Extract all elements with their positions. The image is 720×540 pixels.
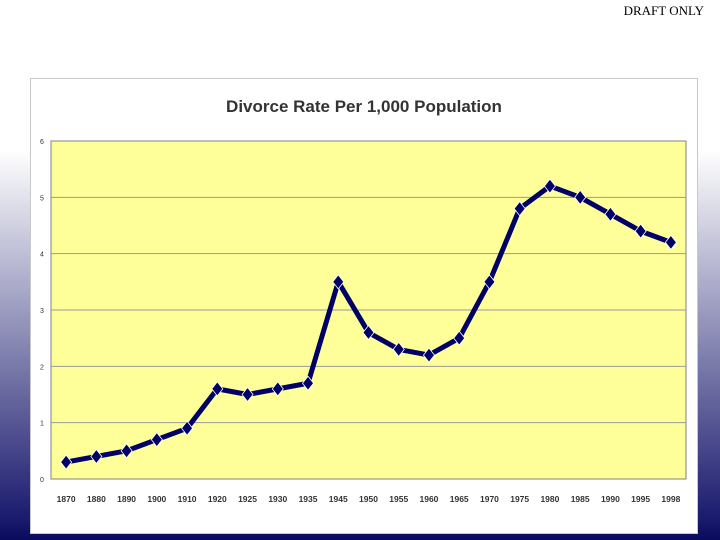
data-point-marker	[422, 347, 435, 363]
y-tick-label: 3	[40, 308, 44, 315]
data-point-marker	[362, 324, 375, 341]
x-tick-label: 1975	[510, 494, 529, 504]
line-chart: Divorce Rate Per 1,000 Population 0 1 2 3 4 5…	[40, 97, 687, 504]
chart-title: Divorce Rate Per 1,000 Population	[226, 97, 502, 116]
data-point-marker	[392, 341, 405, 358]
data-point-marker	[211, 381, 224, 397]
x-tick-label: 1970	[480, 494, 499, 504]
data-point-marker	[90, 448, 103, 465]
x-tick-label: 1910	[178, 494, 197, 504]
x-tick-label: 1920	[208, 494, 227, 504]
data-point-marker	[150, 431, 163, 448]
x-tick-label: 1880	[87, 494, 106, 504]
x-tick-label: 1965	[450, 494, 469, 504]
x-tick-label: 1945	[329, 494, 348, 504]
draft-watermark: DRAFT ONLY	[623, 3, 704, 18]
y-tick-label: 5	[40, 195, 44, 202]
chart-panel: Divorce Rate Per 1,000 Population 0 1 2 3 4 5…	[30, 78, 698, 534]
data-point-marker	[271, 381, 284, 397]
y-tick-label: 4	[40, 252, 44, 259]
y-tick-label: 6	[40, 139, 44, 146]
y-tick-label: 2	[40, 364, 44, 371]
x-tick-label: 1995	[631, 494, 650, 504]
x-tick-label: 1870	[57, 494, 76, 504]
x-tick-label: 1998	[661, 494, 680, 504]
x-tick-label: 1955	[389, 494, 408, 504]
data-point-marker	[302, 375, 315, 391]
x-tick-label: 1900	[147, 494, 166, 504]
x-tick-label: 1935	[299, 494, 318, 504]
x-tick-label: 1930	[268, 494, 287, 504]
y-tick-label: 1	[40, 421, 44, 428]
x-tick-label: 1985	[571, 494, 590, 504]
data-point-marker	[332, 274, 345, 290]
x-tick-label: 1980	[540, 494, 559, 504]
data-point-marker	[543, 178, 556, 194]
data-point-marker	[513, 200, 526, 217]
x-tick-label: 1925	[238, 494, 257, 504]
data-point-marker	[453, 330, 466, 346]
data-point-marker	[60, 454, 73, 470]
data-point-marker	[483, 274, 496, 290]
data-point-marker	[120, 443, 133, 459]
x-tick-label: 1950	[359, 494, 378, 504]
data-point-marker	[241, 386, 254, 403]
x-tick-label: 1960	[420, 494, 439, 504]
data-point-marker	[604, 206, 617, 222]
x-tick-label: 1990	[601, 494, 620, 504]
data-point-marker	[664, 234, 677, 251]
y-tick-label: 0	[40, 477, 44, 484]
data-point-marker	[181, 420, 194, 436]
x-tick-label: 1890	[117, 494, 136, 504]
data-point-marker	[634, 223, 647, 239]
data-point-marker	[574, 189, 587, 205]
